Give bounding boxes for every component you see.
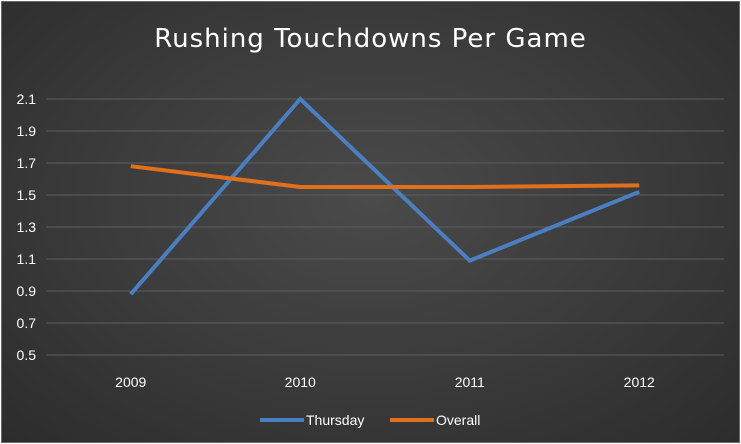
y-tick-label: 1.1 bbox=[17, 251, 37, 267]
y-tick-label: 0.7 bbox=[17, 315, 37, 331]
y-tick-label: 1.5 bbox=[17, 187, 37, 203]
x-tick-label: 2010 bbox=[285, 374, 316, 390]
y-tick-label: 1.3 bbox=[17, 219, 37, 235]
legend: Thursday Overall bbox=[260, 412, 480, 428]
series-line-thursday bbox=[129, 96, 641, 296]
y-tick-label: 1.7 bbox=[17, 155, 37, 171]
y-tick-label: 1.9 bbox=[17, 123, 37, 139]
y-tick-label: 0.5 bbox=[17, 347, 37, 363]
x-tick-label: 2012 bbox=[624, 374, 655, 390]
x-tick-label: 2011 bbox=[455, 374, 485, 390]
y-tick-label: 2.1 bbox=[17, 91, 37, 107]
gridlines bbox=[46, 98, 724, 356]
y-tick-label: 0.9 bbox=[17, 283, 37, 299]
legend-label-thursday: Thursday bbox=[306, 412, 364, 428]
x-tick-label: 2009 bbox=[115, 374, 146, 390]
series-line-overall bbox=[130, 164, 640, 189]
legend-label-overall: Overall bbox=[436, 412, 480, 428]
y-axis-ticks: 0.5 0.7 0.9 1.1 1.3 1.5 1.7 1.9 2.1 bbox=[17, 91, 37, 363]
series-lines bbox=[129, 96, 641, 296]
chart-title: Rushing Touchdowns Per Game bbox=[154, 24, 587, 54]
x-axis-ticks: 2009 2010 2011 2012 bbox=[115, 374, 655, 390]
